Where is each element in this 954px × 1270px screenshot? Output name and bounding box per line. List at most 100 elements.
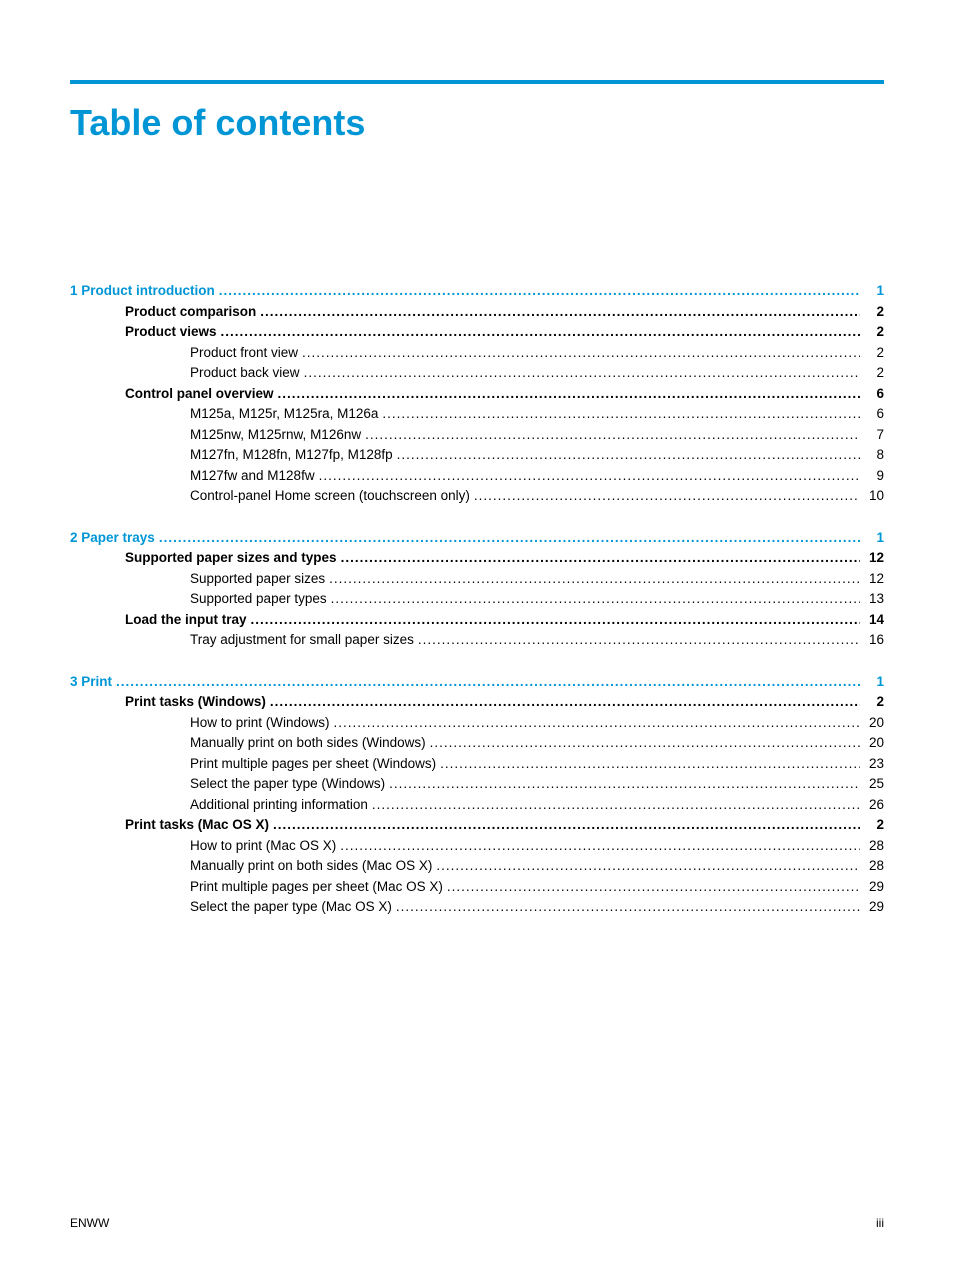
toc-entry-link[interactable]: Additional printing information 26 (70, 798, 884, 812)
toc-leader (221, 325, 860, 339)
toc-leader (251, 613, 861, 627)
toc-entry-label: M127fn, M128fn, M127fp, M128fp (190, 448, 393, 462)
toc-leader (365, 428, 860, 442)
toc-chapter-link[interactable]: 3 Print 1 (70, 675, 884, 689)
toc-entry-link[interactable]: M125a, M125r, M125ra, M126a 6 (70, 407, 884, 421)
toc-entry-link[interactable]: M127fn, M128fn, M127fp, M128fp 8 (70, 448, 884, 462)
toc-entry-link[interactable]: Control-panel Home screen (touchscreen o… (70, 489, 884, 503)
toc-entry-link[interactable]: Product front view 2 (70, 346, 884, 360)
toc-entry-label: Select the paper type (Mac OS X) (190, 900, 392, 914)
toc-entry-page: 2 (864, 346, 884, 360)
toc-section: 3 Print 1 Print tasks (Windows) 2 How to p… (70, 675, 884, 914)
toc-chapter-page: 1 (864, 675, 884, 689)
toc-entry-label: M127fw and M128fw (190, 469, 315, 483)
toc-entry-link[interactable]: Supported paper types 13 (70, 592, 884, 606)
toc-leader (116, 675, 860, 689)
toc-entry-page: 25 (864, 777, 884, 791)
toc-section: 1 Product introduction 1 Product comparis… (70, 284, 884, 503)
toc-entry-page: 6 (864, 407, 884, 421)
toc-entry-label: Supported paper sizes and types (125, 551, 337, 565)
toc-leader (382, 407, 860, 421)
toc-chapter-page: 1 (864, 284, 884, 298)
toc-entry-page: 26 (864, 798, 884, 812)
toc-entry-link[interactable]: Tray adjustment for small paper sizes 16 (70, 633, 884, 647)
toc-entry-link[interactable]: Select the paper type (Mac OS X) 29 (70, 900, 884, 914)
toc-chapter-label: 1 Product introduction (70, 284, 215, 298)
toc-entry-link[interactable]: Product comparison 2 (70, 305, 884, 319)
toc-entry-page: 2 (864, 366, 884, 380)
toc-leader (436, 859, 860, 873)
toc-entry-link[interactable]: Product views 2 (70, 325, 884, 339)
toc-entry-label: Product views (125, 325, 217, 339)
toc-leader (430, 736, 860, 750)
toc-entry-page: 28 (864, 839, 884, 853)
toc-leader (397, 448, 860, 462)
toc-entry-label: M125nw, M125rnw, M126nw (190, 428, 361, 442)
toc-entry-link[interactable]: Supported paper sizes and types 12 (70, 551, 884, 565)
toc-leader (331, 592, 860, 606)
toc-entry-link[interactable]: Select the paper type (Windows) 25 (70, 777, 884, 791)
toc-entry-label: Additional printing information (190, 798, 368, 812)
toc-entry-label: Tray adjustment for small paper sizes (190, 633, 414, 647)
table-of-contents: 1 Product introduction 1 Product comparis… (70, 284, 884, 914)
toc-entry-label: Supported paper types (190, 592, 327, 606)
footer: ENWW iii (70, 1216, 884, 1230)
toc-entry-page: 10 (864, 489, 884, 503)
toc-entry-link[interactable]: How to print (Windows) 20 (70, 716, 884, 730)
toc-entry-link[interactable]: Load the input tray 14 (70, 613, 884, 627)
toc-entry-page: 20 (864, 716, 884, 730)
toc-entry-link[interactable]: Manually print on both sides (Windows) 2… (70, 736, 884, 750)
toc-entry-page: 29 (864, 900, 884, 914)
toc-entry-label: Manually print on both sides (Windows) (190, 736, 426, 750)
toc-entry-label: Print multiple pages per sheet (Mac OS X… (190, 880, 443, 894)
toc-entry-link[interactable]: Print multiple pages per sheet (Windows)… (70, 757, 884, 771)
toc-chapter-link[interactable]: 1 Product introduction 1 (70, 284, 884, 298)
toc-entry-label: How to print (Mac OS X) (190, 839, 336, 853)
toc-leader (334, 716, 860, 730)
toc-leader (340, 839, 860, 853)
toc-entry-page: 13 (864, 592, 884, 606)
toc-leader (219, 284, 860, 298)
toc-entry-page: 28 (864, 859, 884, 873)
toc-entry-label: Select the paper type (Windows) (190, 777, 385, 791)
toc-entry-label: Product front view (190, 346, 298, 360)
toc-entry-link[interactable]: Manually print on both sides (Mac OS X) … (70, 859, 884, 873)
toc-entry-label: M125a, M125r, M125ra, M126a (190, 407, 378, 421)
toc-entry-link[interactable]: Print multiple pages per sheet (Mac OS X… (70, 880, 884, 894)
toc-entry-page: 2 (864, 325, 884, 339)
toc-entry-page: 2 (864, 818, 884, 832)
toc-entry-link[interactable]: Product back view 2 (70, 366, 884, 380)
toc-chapter-link[interactable]: 2 Paper trays 1 (70, 531, 884, 545)
accent-bar (70, 80, 884, 84)
toc-entry-page: 8 (864, 448, 884, 462)
toc-entry-label: How to print (Windows) (190, 716, 330, 730)
toc-chapter-page: 1 (864, 531, 884, 545)
toc-entry-page: 23 (864, 757, 884, 771)
toc-entry-label: Control panel overview (125, 387, 274, 401)
toc-leader (270, 695, 860, 709)
toc-entry-link[interactable]: M125nw, M125rnw, M126nw 7 (70, 428, 884, 442)
toc-entry-page: 12 (864, 551, 884, 565)
toc-entry-page: 12 (864, 572, 884, 586)
toc-entry-page: 29 (864, 880, 884, 894)
toc-leader (319, 469, 860, 483)
toc-leader (278, 387, 860, 401)
toc-entry-page: 9 (864, 469, 884, 483)
toc-entry-link[interactable]: How to print (Mac OS X) 28 (70, 839, 884, 853)
toc-entry-page: 2 (864, 695, 884, 709)
toc-entry-link[interactable]: Print tasks (Mac OS X) 2 (70, 818, 884, 832)
toc-leader (341, 551, 860, 565)
toc-leader (440, 757, 860, 771)
toc-leader (159, 531, 860, 545)
toc-entry-page: 20 (864, 736, 884, 750)
toc-entry-link[interactable]: Print tasks (Windows) 2 (70, 695, 884, 709)
toc-leader (389, 777, 860, 791)
toc-entry-label: Supported paper sizes (190, 572, 325, 586)
toc-entry-link[interactable]: M127fw and M128fw 9 (70, 469, 884, 483)
toc-entry-label: Print tasks (Windows) (125, 695, 266, 709)
toc-entry-page: 7 (864, 428, 884, 442)
toc-entry-link[interactable]: Control panel overview 6 (70, 387, 884, 401)
toc-entry-page: 2 (864, 305, 884, 319)
toc-entry-label: Print multiple pages per sheet (Windows) (190, 757, 436, 771)
toc-entry-link[interactable]: Supported paper sizes 12 (70, 572, 884, 586)
